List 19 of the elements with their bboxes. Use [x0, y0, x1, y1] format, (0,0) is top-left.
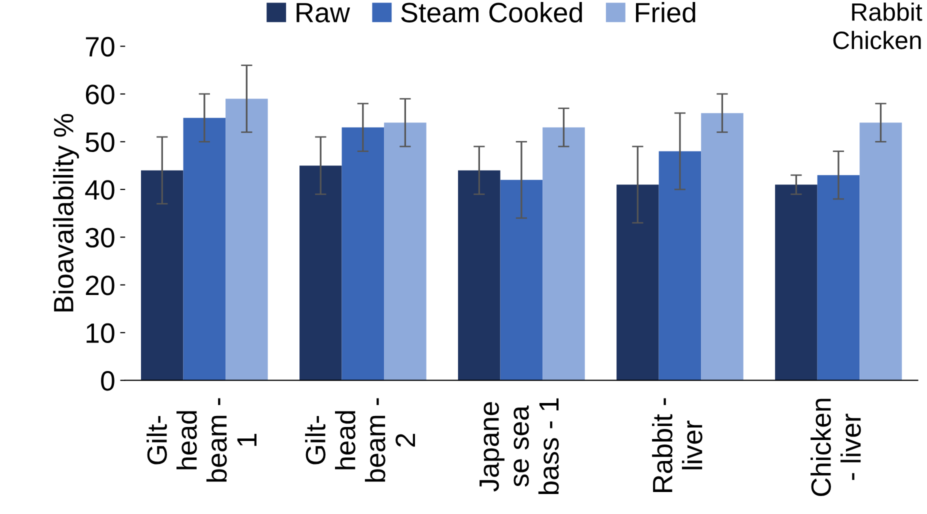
- y-tick-label: 70: [86, 36, 114, 57]
- x-tick-label: Gilt- head beam - 2: [305, 398, 415, 482]
- y-tick-label: 60: [86, 84, 114, 104]
- y-tick-label: 20: [86, 276, 114, 296]
- x-tick-label: Chicken - liver: [810, 398, 861, 496]
- legend-label: Steam Cooked: [401, 2, 582, 22]
- legend-label: Fried: [636, 2, 696, 22]
- legend-label: Raw: [296, 3, 350, 22]
- text: Rabbit: [852, 2, 922, 21]
- y-tick-label: 40: [85, 180, 114, 200]
- y-tick-label: 0: [101, 371, 114, 391]
- y-axis-title: Bioavailability %: [53, 114, 79, 312]
- y-tick-label: 10: [86, 323, 114, 343]
- x-tick-label: Gilt- head beam - 1: [146, 398, 256, 482]
- y-tick-label: 50: [86, 132, 114, 152]
- annotation: Chicken: [833, 30, 921, 50]
- y-tick-label: 30: [86, 228, 114, 248]
- x-tick-label: Japane se sea bass - 1: [480, 398, 559, 494]
- x-tick-label: Rabbit - liver: [652, 398, 702, 492]
